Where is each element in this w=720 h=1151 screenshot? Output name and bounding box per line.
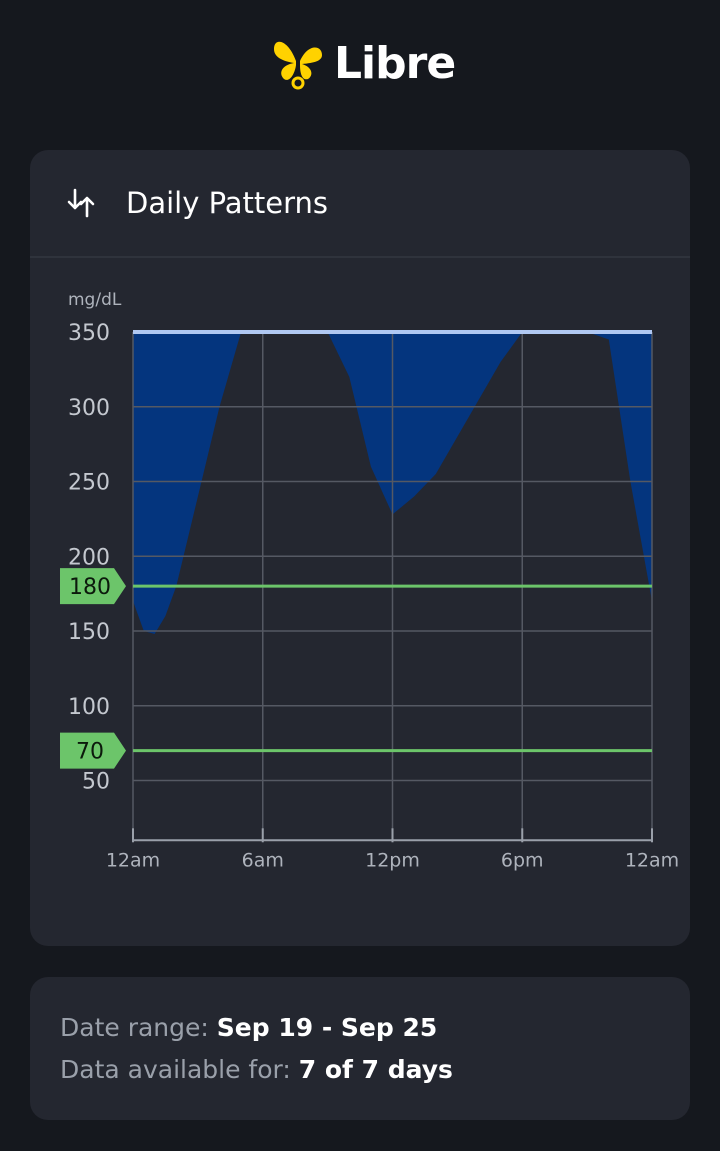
data-availability-label: Data available for: [60, 1055, 291, 1084]
data-availability-value: 7 of 7 days [298, 1055, 453, 1084]
date-range-label: Date range: [60, 1013, 209, 1042]
date-range-value: Sep 19 - Sep 25 [216, 1013, 438, 1042]
card-title: Daily Patterns [126, 186, 329, 220]
butterfly-icon [274, 41, 322, 90]
up-down-arrows-icon [62, 183, 102, 223]
daily-patterns-card: Daily Patterns [30, 150, 690, 946]
date-range-row: Date range: Sep 19 - Sep 25 [60, 1013, 437, 1042]
app-name: Libre [334, 37, 456, 89]
libre-logo: Libre [270, 28, 456, 98]
card-header: Daily Patterns [30, 150, 690, 258]
data-availability-row: Data available for: 7 of 7 days [60, 1055, 453, 1084]
data-summary-card: Date range: Sep 19 - Sep 25 Data availab… [30, 977, 690, 1120]
